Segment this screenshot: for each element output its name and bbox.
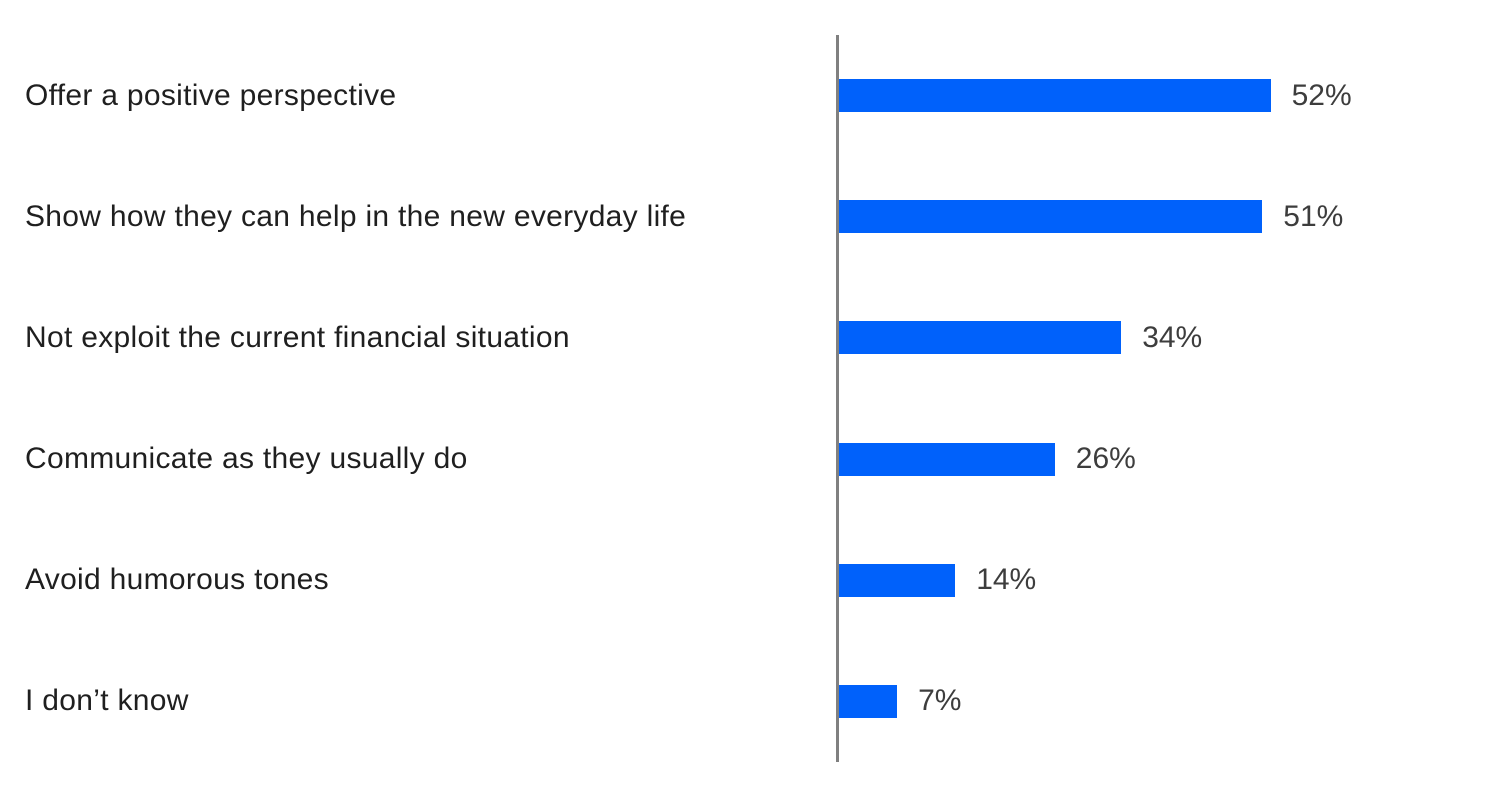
value-label: 14% xyxy=(976,563,1037,597)
chart-row: I don’t know 7% xyxy=(0,641,1500,762)
chart-row: Offer a positive perspective 52% xyxy=(0,35,1500,156)
value-label: 51% xyxy=(1283,199,1344,233)
bar-area: 14% xyxy=(839,520,1500,641)
category-label: Communicate as they usually do xyxy=(25,442,468,476)
value-label: 26% xyxy=(1075,442,1136,476)
category-label: Not exploit the current financial situat… xyxy=(25,320,570,354)
bar xyxy=(839,684,898,718)
category-label: Avoid humorous tones xyxy=(25,563,329,597)
bar xyxy=(839,563,956,597)
category-label: Show how they can help in the new everyd… xyxy=(25,199,687,233)
value-label: 34% xyxy=(1142,320,1203,354)
chart-row: Communicate as they usually do 26% xyxy=(0,399,1500,520)
value-label: 52% xyxy=(1291,78,1352,112)
value-label: 7% xyxy=(918,684,962,718)
bar-area: 26% xyxy=(839,399,1500,520)
chart-row: Avoid humorous tones 14% xyxy=(0,520,1500,641)
bar xyxy=(839,200,1263,234)
bar-area: 52% xyxy=(839,35,1500,156)
bar xyxy=(839,442,1055,476)
bar xyxy=(839,321,1122,355)
bar-area: 34% xyxy=(839,277,1500,398)
chart-row: Not exploit the current financial situat… xyxy=(0,277,1500,398)
bar-area: 51% xyxy=(839,156,1500,277)
y-axis-line xyxy=(836,35,839,762)
category-label: I don’t know xyxy=(25,684,189,718)
bar xyxy=(839,79,1271,113)
category-label: Offer a positive perspective xyxy=(25,78,397,112)
chart-row: Show how they can help in the new everyd… xyxy=(0,156,1500,277)
bar-area: 7% xyxy=(839,641,1500,762)
bar-chart: Offer a positive perspective 52% Show ho… xyxy=(0,35,1500,762)
